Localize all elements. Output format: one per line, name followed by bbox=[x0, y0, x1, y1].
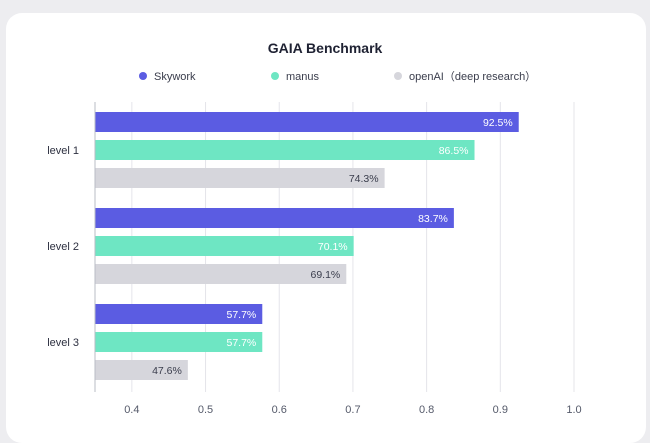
legend-swatch bbox=[271, 72, 279, 80]
legend-label: manus bbox=[286, 71, 320, 83]
category-label: level 3 bbox=[47, 337, 79, 349]
bar-label: 86.5% bbox=[439, 145, 469, 157]
bar bbox=[95, 304, 263, 324]
bar bbox=[95, 236, 354, 256]
category-label: level 2 bbox=[47, 241, 79, 253]
legend-swatch bbox=[139, 72, 147, 80]
category-labels: level 1 level 2 level 3 bbox=[47, 145, 79, 349]
legend-label: Skywork bbox=[154, 71, 196, 83]
bar bbox=[95, 264, 347, 284]
legend-label: openAI（deep research） bbox=[409, 70, 536, 83]
bar bbox=[95, 112, 519, 132]
x-tick-label: 0.8 bbox=[419, 404, 434, 416]
bar bbox=[95, 208, 454, 228]
bar-label: 83.7% bbox=[418, 213, 448, 225]
x-tick-label: 0.9 bbox=[493, 404, 508, 416]
bar bbox=[95, 140, 475, 160]
legend: Skywork manus openAI（deep research） bbox=[139, 70, 536, 83]
x-tick-label: 1.0 bbox=[566, 404, 581, 416]
bar bbox=[95, 332, 263, 352]
bar-label: 57.7% bbox=[227, 309, 257, 321]
x-tick-label: 0.6 bbox=[272, 404, 287, 416]
chart-title: GAIA Benchmark bbox=[268, 40, 383, 56]
bars bbox=[95, 112, 519, 380]
x-tick-label: 0.7 bbox=[345, 404, 360, 416]
category-label: level 1 bbox=[47, 145, 79, 157]
bar-labels: 92.5% 86.5% 74.3% 83.7% 70.1% 69.1% 57.7% 57.7%… bbox=[152, 117, 513, 377]
bar bbox=[95, 360, 188, 380]
bar-label: 57.7% bbox=[227, 337, 257, 349]
x-tick-label: 0.5 bbox=[198, 404, 213, 416]
bar bbox=[95, 168, 385, 188]
bar-label: 74.3% bbox=[349, 173, 379, 185]
legend-swatch bbox=[394, 72, 402, 80]
bar-label: 47.6% bbox=[152, 365, 182, 377]
bar-label: 69.1% bbox=[311, 269, 341, 281]
bar-label: 92.5% bbox=[483, 117, 513, 129]
x-tick-labels: 0.4 0.5 0.6 0.7 0.8 0.9 1.0 bbox=[124, 404, 581, 416]
bar-label: 70.1% bbox=[318, 241, 348, 253]
x-tick-label: 0.4 bbox=[124, 404, 139, 416]
